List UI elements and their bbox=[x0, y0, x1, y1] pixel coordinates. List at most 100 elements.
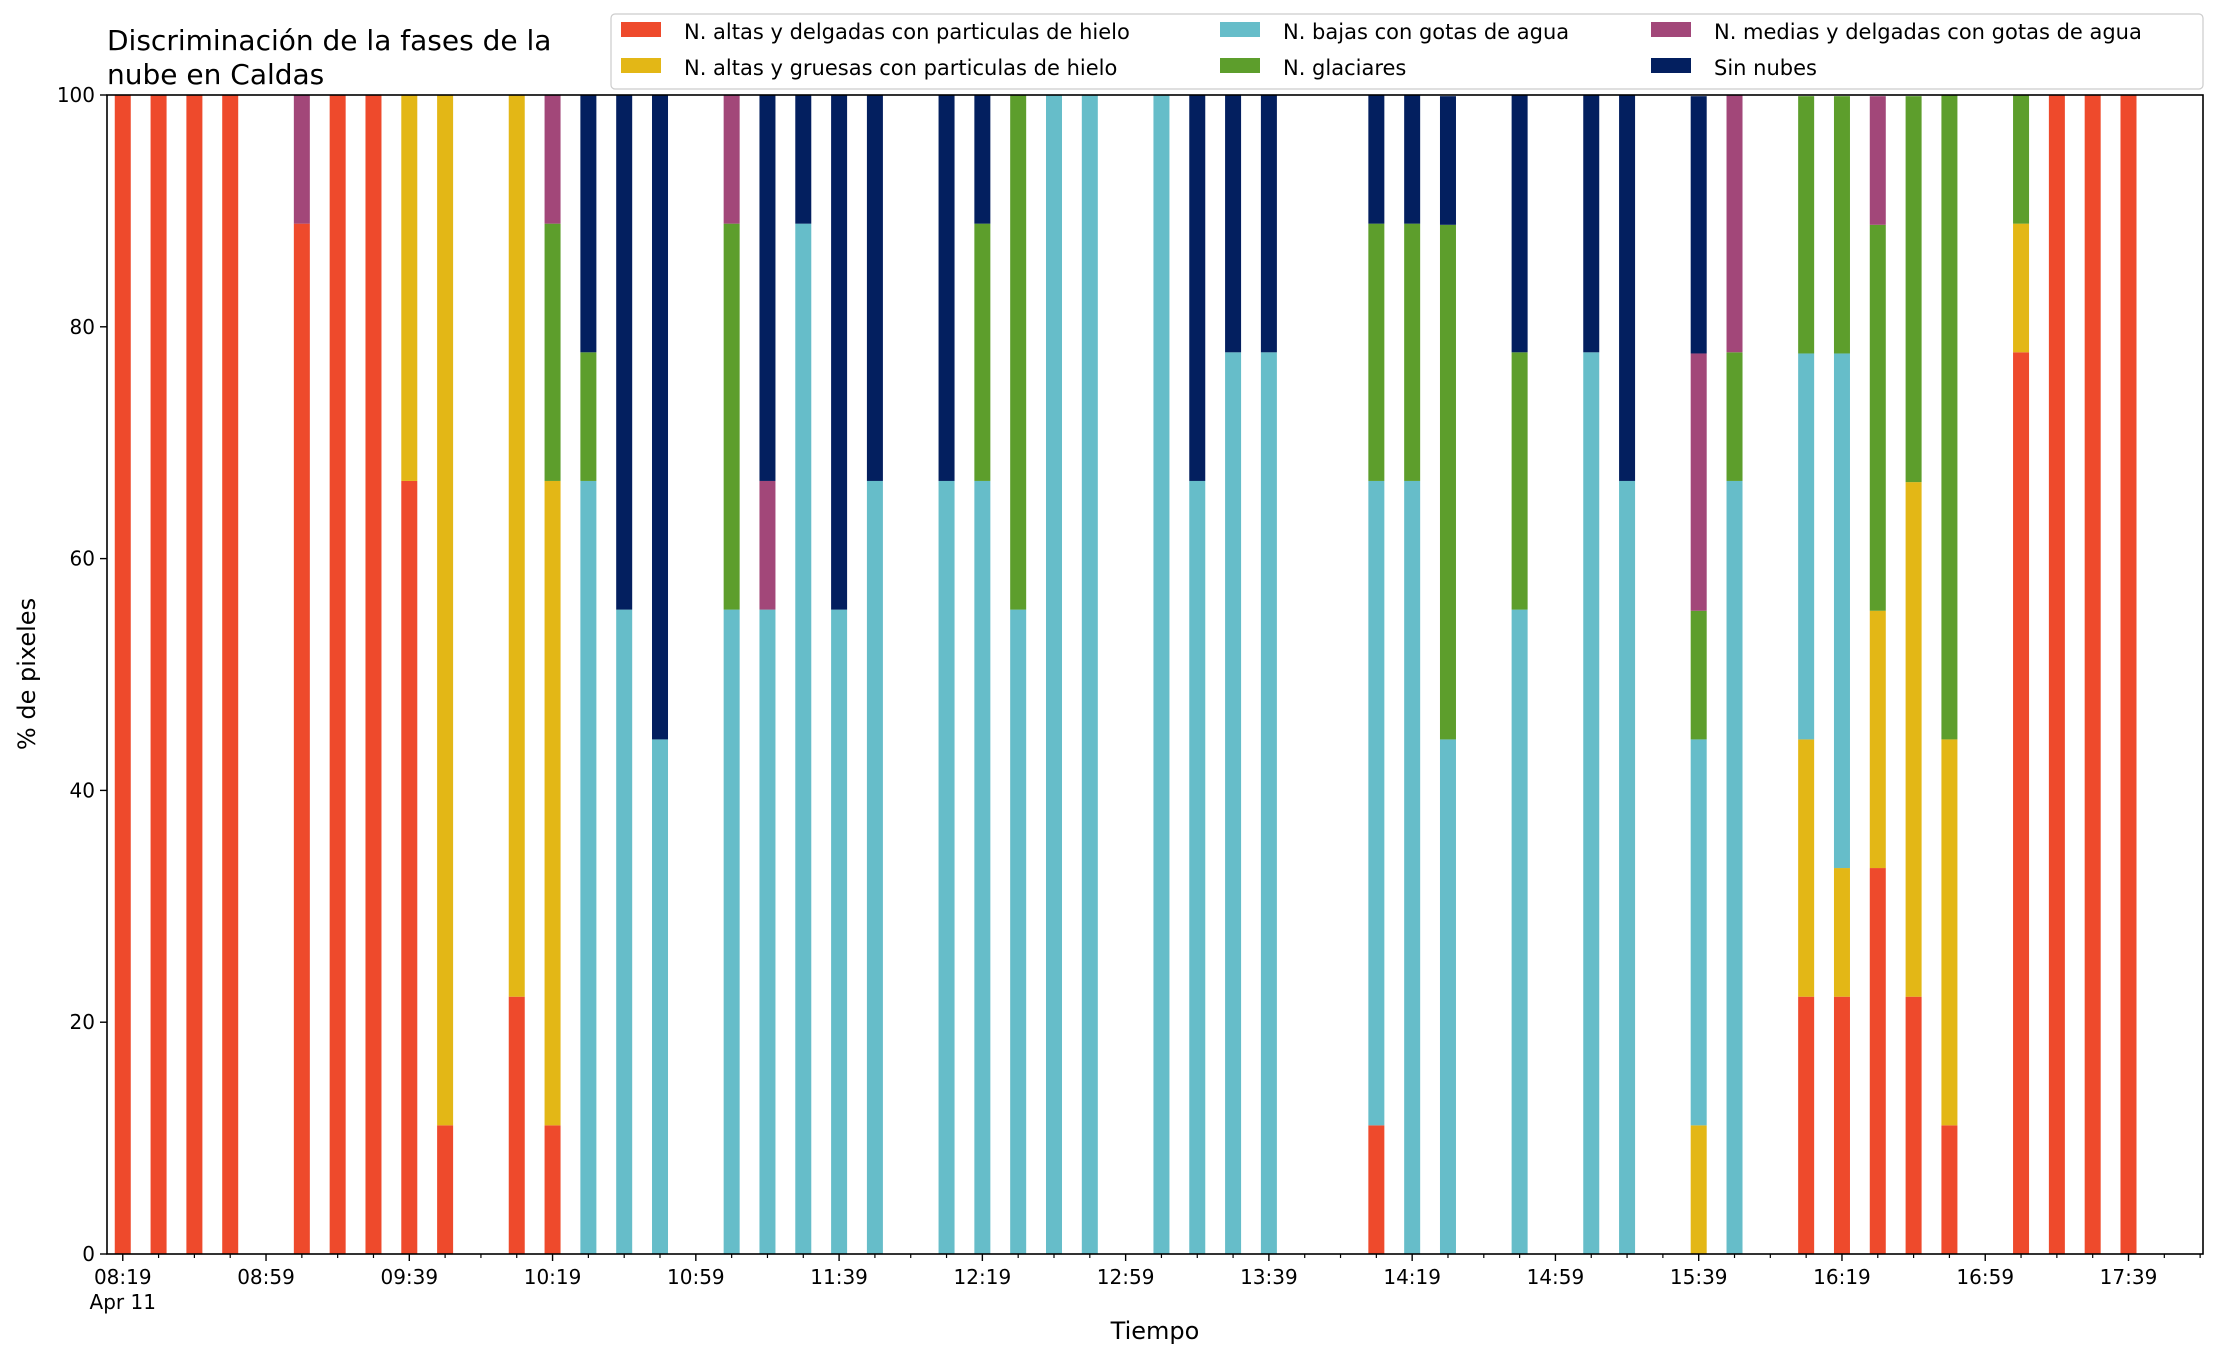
bar-segment-n-altas-y-delgadas-con-particulas-de-hielo bbox=[1941, 1125, 1958, 1254]
x-tick-sublabel: Apr 11 bbox=[90, 1290, 156, 1314]
bar-segment-n-medias-y-delgadas-con-gotas-de-agua bbox=[1869, 96, 1886, 225]
x-tick-label: 10:59 bbox=[667, 1265, 725, 1289]
bar-segment-sin-nubes bbox=[831, 95, 848, 610]
bar-segment-sin-nubes bbox=[652, 95, 669, 740]
bar-segment-n-bajas-con-gotas-de-agua bbox=[1260, 352, 1277, 1254]
bar-segment-n-altas-y-gruesas-con-particulas-de-hielo bbox=[437, 95, 454, 1126]
bar-segment-n-glaciares bbox=[1690, 610, 1707, 740]
legend-swatch-n-altas-y-gruesas-con-particulas-de-hielo bbox=[621, 58, 661, 73]
bar-segment-sin-nubes bbox=[1404, 95, 1421, 224]
bar-segment-n-bajas-con-gotas-de-agua bbox=[974, 480, 991, 1254]
bar-segment-sin-nubes bbox=[1368, 95, 1385, 224]
bar-segment-n-altas-y-delgadas-con-particulas-de-hielo bbox=[186, 95, 203, 1254]
bar-segment-n-altas-y-gruesas-con-particulas-de-hielo bbox=[544, 480, 561, 1126]
bar-segment-n-altas-y-delgadas-con-particulas-de-hielo bbox=[2013, 352, 2030, 1254]
bar-segment-n-altas-y-delgadas-con-particulas-de-hielo bbox=[1905, 996, 1922, 1254]
bar-segment-n-altas-y-delgadas-con-particulas-de-hielo bbox=[222, 95, 239, 1254]
bar-segment-n-altas-y-delgadas-con-particulas-de-hielo bbox=[1798, 996, 1815, 1254]
bar-segment-sin-nubes bbox=[938, 95, 955, 481]
legend-swatch-n-glaciares bbox=[1220, 58, 1260, 73]
bar-segment-n-glaciares bbox=[974, 223, 991, 481]
bar-segment-n-glaciares bbox=[1404, 223, 1421, 481]
bar-segment-sin-nubes bbox=[580, 95, 597, 353]
bar-segment-n-bajas-con-gotas-de-agua bbox=[938, 480, 955, 1254]
bar-segment-sin-nubes bbox=[974, 95, 991, 224]
bar-segment-n-bajas-con-gotas-de-agua bbox=[831, 609, 848, 1254]
x-tick-label: 14:59 bbox=[1527, 1265, 1585, 1289]
bar-segment-n-altas-y-gruesas-con-particulas-de-hielo bbox=[1941, 739, 1958, 1126]
bar-segment-n-medias-y-delgadas-con-gotas-de-agua bbox=[723, 95, 740, 224]
bar-segment-n-glaciares bbox=[1010, 95, 1027, 610]
bar-segment-n-glaciares bbox=[1511, 352, 1528, 610]
bar-segment-n-glaciares bbox=[2013, 95, 2030, 224]
bar-segment-sin-nubes bbox=[866, 95, 883, 481]
bar-segment-n-medias-y-delgadas-con-gotas-de-agua bbox=[1726, 95, 1743, 353]
bar-segment-n-altas-y-delgadas-con-particulas-de-hielo bbox=[508, 996, 525, 1254]
bar-segment-n-glaciares bbox=[544, 223, 561, 481]
bar-segment-sin-nubes bbox=[1225, 95, 1242, 353]
bar-segment-n-medias-y-delgadas-con-gotas-de-agua bbox=[759, 480, 776, 610]
bar-segment-n-altas-y-gruesas-con-particulas-de-hielo bbox=[1690, 1125, 1707, 1254]
x-tick-label: 14:19 bbox=[1383, 1265, 1441, 1289]
legend-swatch-n-altas-y-delgadas-con-particulas-de-hielo bbox=[621, 22, 661, 37]
bar-segment-n-bajas-con-gotas-de-agua bbox=[1046, 95, 1062, 1254]
x-tick-label: 17:39 bbox=[2100, 1265, 2158, 1289]
bar-segment-sin-nubes bbox=[1260, 95, 1277, 353]
legend: N. altas y delgadas con particulas de hi… bbox=[610, 13, 2204, 90]
bar-segment-n-glaciares bbox=[1833, 96, 1850, 354]
bar-segment-sin-nubes bbox=[1439, 96, 1456, 225]
bar-segment-sin-nubes bbox=[616, 95, 633, 610]
legend-frame bbox=[610, 13, 2204, 90]
chart-title-line-2: nube en Caldas bbox=[107, 58, 324, 91]
legend-swatch-sin-nubes bbox=[1651, 58, 1691, 73]
bar-segment-n-glaciares bbox=[1941, 95, 1958, 740]
bar-segment-n-medias-y-delgadas-con-gotas-de-agua bbox=[1690, 353, 1707, 611]
bar-segment-sin-nubes bbox=[1511, 95, 1528, 353]
legend-swatch-n-medias-y-delgadas-con-gotas-de-agua bbox=[1651, 22, 1691, 37]
y-tick-label: 100 bbox=[57, 83, 95, 107]
bar-segment-n-bajas-con-gotas-de-agua bbox=[866, 480, 883, 1254]
x-axis-label: Tiempo bbox=[1110, 1317, 1200, 1345]
bar-segment-n-bajas-con-gotas-de-agua bbox=[1619, 480, 1636, 1254]
legend-label-sin-nubes: Sin nubes bbox=[1714, 56, 1817, 80]
legend-label-n-bajas-con-gotas-de-agua: N. bajas con gotas de agua bbox=[1283, 20, 1569, 44]
bar-segment-n-bajas-con-gotas-de-agua bbox=[1439, 739, 1456, 1254]
bar-segment-n-glaciares bbox=[1905, 96, 1922, 483]
bar-segment-n-glaciares bbox=[1439, 224, 1456, 740]
x-tick-label: 10:19 bbox=[524, 1265, 582, 1289]
bar-segment-n-altas-y-delgadas-con-particulas-de-hielo bbox=[1833, 996, 1850, 1254]
bar-segment-n-medias-y-delgadas-con-gotas-de-agua bbox=[293, 95, 310, 224]
legend-label-n-altas-y-delgadas-con-particulas-de-hielo: N. altas y delgadas con particulas de hi… bbox=[684, 20, 1130, 44]
bar-segment-n-bajas-con-gotas-de-agua bbox=[1153, 95, 1170, 1254]
bar-segment-n-altas-y-gruesas-con-particulas-de-hielo bbox=[508, 95, 525, 997]
legend-label-n-glaciares: N. glaciares bbox=[1283, 56, 1406, 80]
bar-segment-n-bajas-con-gotas-de-agua bbox=[616, 609, 633, 1254]
bar-segment-n-bajas-con-gotas-de-agua bbox=[1690, 739, 1707, 1126]
x-tick-label: 11:39 bbox=[810, 1265, 868, 1289]
bar-segment-n-altas-y-delgadas-con-particulas-de-hielo bbox=[365, 95, 382, 1254]
bar-segment-n-altas-y-delgadas-con-particulas-de-hielo bbox=[329, 95, 346, 1254]
bar-segment-n-glaciares bbox=[1368, 223, 1385, 481]
bar-segment-sin-nubes bbox=[1690, 96, 1707, 354]
bar-segment-n-altas-y-delgadas-con-particulas-de-hielo bbox=[401, 480, 418, 1254]
bar-segment-n-altas-y-delgadas-con-particulas-de-hielo bbox=[1869, 868, 1886, 1254]
x-tick-label: 16:19 bbox=[1813, 1265, 1871, 1289]
bar-segment-n-altas-y-gruesas-con-particulas-de-hielo bbox=[1833, 868, 1850, 997]
y-axis-label: % de pixeles bbox=[13, 598, 41, 750]
bar-segment-n-altas-y-delgadas-con-particulas-de-hielo bbox=[293, 223, 310, 1254]
bar-segment-n-medias-y-delgadas-con-gotas-de-agua bbox=[544, 95, 561, 224]
x-tick-label: 12:59 bbox=[1097, 1265, 1155, 1289]
bar-segment-n-bajas-con-gotas-de-agua bbox=[1583, 352, 1600, 1254]
bar-segment-n-bajas-con-gotas-de-agua bbox=[1189, 480, 1206, 1254]
bar-segment-sin-nubes bbox=[1583, 95, 1600, 353]
bar-segment-n-altas-y-gruesas-con-particulas-de-hielo bbox=[401, 95, 418, 481]
bar-segment-n-bajas-con-gotas-de-agua bbox=[1225, 352, 1242, 1254]
x-tick-label: 15:39 bbox=[1670, 1265, 1728, 1289]
y-tick-label: 20 bbox=[70, 1010, 95, 1034]
y-tick-label: 40 bbox=[70, 778, 95, 802]
bar-segment-n-altas-y-delgadas-con-particulas-de-hielo bbox=[2120, 95, 2137, 1254]
bar-segment-n-bajas-con-gotas-de-agua bbox=[1798, 353, 1815, 740]
bar-segment-n-altas-y-delgadas-con-particulas-de-hielo bbox=[2084, 95, 2101, 1254]
